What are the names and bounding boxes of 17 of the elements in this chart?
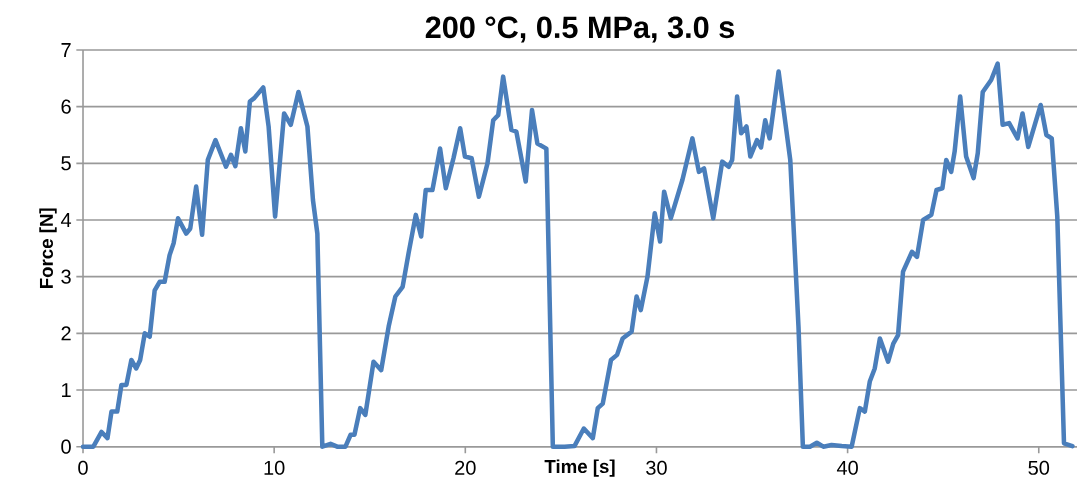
y-tick-label: 0 <box>61 439 71 454</box>
y-axis-title: Force [N] <box>39 208 57 289</box>
x-tick-label: 30 <box>646 460 667 475</box>
y-tick-label: 6 <box>61 99 71 114</box>
x-axis-title: Time [s] <box>544 459 615 477</box>
x-tick-label: 0 <box>78 460 88 475</box>
y-tick-label: 1 <box>62 383 71 397</box>
x-tick-label: 10 <box>264 460 285 475</box>
y-tick-label: 4 <box>60 213 72 227</box>
y-tick-label: 3 <box>61 269 71 284</box>
chart-title: 200 °C, 0.5 MPa, 3.0 s <box>425 16 735 43</box>
y-tick-label: 7 <box>61 43 71 57</box>
y-tick-label: 5 <box>61 156 71 171</box>
y-tick-label: 2 <box>61 326 71 341</box>
x-tick-label: 20 <box>455 460 476 475</box>
x-tick-label: 40 <box>836 460 858 475</box>
x-tick-label: 50 <box>1028 460 1050 475</box>
